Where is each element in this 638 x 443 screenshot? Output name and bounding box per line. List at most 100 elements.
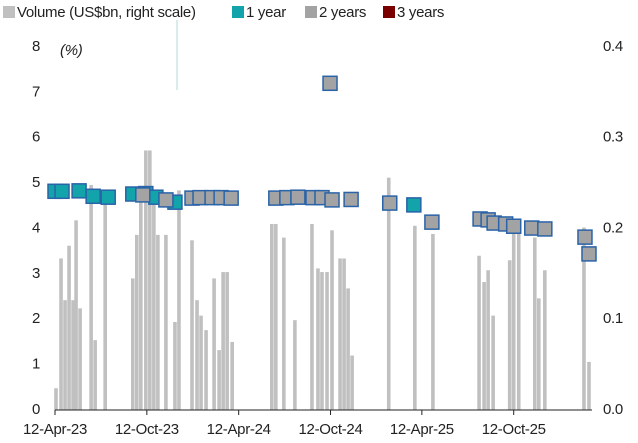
volume-bar	[89, 184, 93, 410]
yield-marker	[381, 195, 398, 211]
yield-marker	[71, 183, 87, 199]
volume-bar	[507, 260, 512, 410]
yield-marker	[85, 188, 101, 205]
volume-bar	[274, 223, 278, 410]
volume-bar	[330, 230, 334, 410]
volume-bar	[482, 282, 486, 410]
volume-bar	[342, 258, 346, 410]
legend-label: 1 year	[246, 4, 286, 21]
volume-bar	[67, 245, 71, 410]
volume-bar	[338, 258, 342, 410]
y-tick-label: 1	[32, 356, 40, 373]
legend-swatch	[3, 6, 15, 18]
volume-bar	[152, 190, 156, 410]
volume-bar	[543, 270, 547, 410]
volume-bar	[221, 272, 225, 410]
volume-bar	[511, 220, 516, 410]
volume-bar	[59, 258, 63, 410]
volume-bar	[350, 355, 354, 410]
volume-bar	[310, 223, 314, 410]
yield-marker	[223, 190, 239, 206]
volume-bar	[164, 234, 168, 410]
y-tick-label: 8	[32, 38, 40, 55]
volume-bar	[532, 237, 537, 410]
y-tick-label: 0	[32, 401, 40, 418]
volume-bar	[103, 190, 107, 410]
yield-marker	[158, 192, 174, 208]
volume-bar	[282, 237, 286, 410]
volume-bar	[199, 315, 203, 410]
volume-bar	[71, 300, 75, 410]
y-tick-label: 6	[32, 129, 40, 146]
volume-bar	[537, 298, 541, 410]
yield-marker	[577, 229, 593, 245]
y-tick-label: 4	[32, 219, 40, 236]
y-tick-label: 3	[32, 265, 40, 282]
volume-bar	[413, 225, 417, 410]
volume-bar	[93, 340, 97, 410]
yield-marker	[424, 214, 440, 230]
yield-marker	[406, 197, 422, 213]
volume-bar	[78, 308, 82, 410]
volume-bar	[270, 223, 274, 410]
volume-bar	[431, 233, 435, 410]
x-tick-label: 12-Oct-24	[299, 421, 363, 438]
x-tick-label: 12-Apr-23	[23, 421, 87, 438]
legend-label: 3 years	[397, 4, 444, 21]
unit-annotation: (%)	[60, 42, 83, 59]
x-tick-label: 12-Apr-24	[207, 421, 271, 438]
volume-bar	[63, 300, 67, 410]
y-tick-label: 2	[32, 310, 40, 327]
volume-bar	[582, 227, 586, 410]
volume-bar	[325, 272, 329, 410]
x-tick-label: 12-Apr-25	[390, 421, 454, 438]
legend-swatch	[383, 6, 395, 18]
yield-marker	[324, 192, 340, 208]
volume-bar	[195, 300, 199, 410]
volume-bar	[148, 150, 152, 410]
y2-tick-label: 0.3	[603, 129, 623, 146]
volume-bar	[230, 341, 234, 410]
volume-bar	[316, 268, 320, 410]
volume-bar	[293, 320, 297, 410]
volume-bar	[74, 220, 78, 410]
volume-bar	[491, 315, 495, 410]
yield-marker	[505, 218, 522, 234]
volume-bar	[587, 361, 591, 410]
yield-marker	[322, 75, 338, 92]
volume-bar	[477, 255, 481, 410]
volume-bar	[386, 177, 391, 410]
volume-bar	[320, 272, 324, 410]
volume-bar	[130, 278, 135, 410]
yield-marker	[290, 189, 306, 205]
x-tick-label: 12-Oct-25	[482, 421, 546, 438]
y2-tick-label: 0.0	[603, 401, 623, 418]
y2-tick-label: 0.2	[603, 219, 623, 236]
yield-marker	[524, 220, 540, 236]
legend-label: Volume (US$bn, right scale)	[17, 4, 196, 21]
volume-bar	[173, 321, 177, 410]
volume-bar	[177, 190, 181, 410]
legend-swatch	[232, 6, 244, 18]
volume-bar	[190, 240, 194, 410]
volume-bar	[212, 278, 216, 410]
volume-bar	[139, 190, 143, 410]
volume-bar	[204, 330, 208, 410]
y-tick-label: 5	[32, 174, 40, 191]
legend-label: 2 years	[319, 4, 366, 21]
volume-bar	[54, 388, 58, 410]
yield-marker	[343, 191, 359, 208]
volume-bar	[516, 230, 521, 410]
yield-marker	[581, 246, 597, 262]
volume-bar	[156, 234, 160, 410]
yield-marker	[54, 183, 70, 200]
legend: Volume (US$bn, right scale) 1 year 2 yea…	[3, 4, 444, 21]
y-tick-label: 7	[32, 83, 40, 100]
volume-bar	[217, 350, 221, 410]
yield-marker	[135, 187, 151, 203]
volume-bar	[144, 150, 148, 410]
volume-bar	[135, 234, 139, 410]
yield-marker	[537, 221, 553, 237]
legend-swatch	[305, 6, 317, 18]
